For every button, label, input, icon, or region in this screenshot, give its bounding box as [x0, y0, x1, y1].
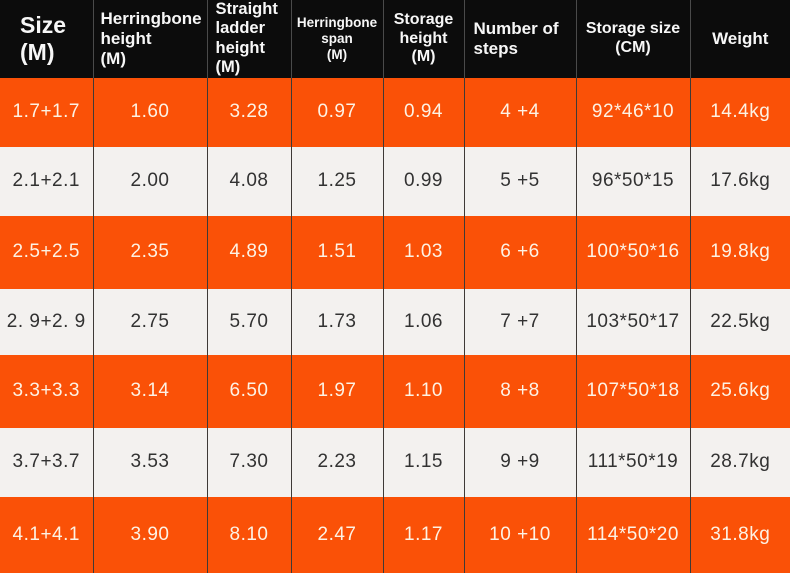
cell-storage-height: 1.17 [383, 496, 465, 573]
cell-number-of-steps: 9 +9 [464, 427, 577, 497]
cell-herringbone-height: 3.90 [93, 496, 208, 573]
cell-size: 3.7+3.7 [0, 427, 94, 497]
table-row: 2.1+2.1 2.00 4.08 1.25 0.99 5 +5 96*50*1… [0, 146, 790, 216]
cell-storage-size: 96*50*15 [576, 146, 691, 216]
cell-size: 3.3+3.3 [0, 354, 94, 428]
col-header-herringbone-span: Herringbone span (M) [291, 0, 384, 78]
cell-storage-height: 1.03 [383, 215, 465, 289]
cell-number-of-steps: 10 +10 [464, 496, 577, 573]
cell-straight-ladder-height: 4.89 [207, 215, 292, 289]
col-header-storage-height: Storage height (M) [383, 0, 465, 78]
cell-storage-height: 1.10 [383, 354, 465, 428]
cell-number-of-steps: 5 +5 [464, 146, 577, 216]
table-row: 3.3+3.3 3.14 6.50 1.97 1.10 8 +8 107*50*… [0, 354, 790, 428]
cell-weight: 14.4kg [690, 77, 790, 147]
cell-size: 2.5+2.5 [0, 215, 94, 289]
cell-straight-ladder-height: 6.50 [207, 354, 292, 428]
cell-herringbone-height: 3.14 [93, 354, 208, 428]
header-row: Size (M) Herringbone height (M) Straight… [0, 0, 790, 78]
cell-weight: 19.8kg [690, 215, 790, 289]
cell-size: 1.7+1.7 [0, 77, 94, 147]
cell-herringbone-height: 1.60 [93, 77, 208, 147]
cell-herringbone-span: 1.25 [291, 146, 384, 216]
cell-herringbone-span: 1.51 [291, 215, 384, 289]
cell-herringbone-span: 2.23 [291, 427, 384, 497]
col-header-herringbone-height: Herringbone height (M) [93, 0, 208, 78]
cell-number-of-steps: 6 +6 [464, 215, 577, 289]
cell-straight-ladder-height: 5.70 [207, 288, 292, 355]
cell-size: 4.1+4.1 [0, 496, 94, 573]
cell-weight: 22.5kg [690, 288, 790, 355]
cell-straight-ladder-height: 4.08 [207, 146, 292, 216]
cell-straight-ladder-height: 7.30 [207, 427, 292, 497]
cell-straight-ladder-height: 8.10 [207, 496, 292, 573]
table-row: 2.5+2.5 2.35 4.89 1.51 1.03 6 +6 100*50*… [0, 215, 790, 289]
table-row: 4.1+4.1 3.90 8.10 2.47 1.17 10 +10 114*5… [0, 496, 790, 573]
cell-number-of-steps: 8 +8 [464, 354, 577, 428]
cell-herringbone-height: 3.53 [93, 427, 208, 497]
cell-herringbone-height: 2.75 [93, 288, 208, 355]
cell-size: 2.1+2.1 [0, 146, 94, 216]
cell-herringbone-span: 0.97 [291, 77, 384, 147]
cell-storage-height: 0.94 [383, 77, 465, 147]
cell-storage-height: 0.99 [383, 146, 465, 216]
col-header-size: Size (M) [0, 0, 94, 78]
cell-storage-height: 1.15 [383, 427, 465, 497]
cell-storage-size: 114*50*20 [576, 496, 691, 573]
cell-number-of-steps: 4 +4 [464, 77, 577, 147]
table-row: 3.7+3.7 3.53 7.30 2.23 1.15 9 +9 111*50*… [0, 427, 790, 497]
cell-weight: 17.6kg [690, 146, 790, 216]
table-row: 1.7+1.7 1.60 3.28 0.97 0.94 4 +4 92*46*1… [0, 77, 790, 147]
table-row: 2. 9+2. 9 2.75 5.70 1.73 1.06 7 +7 103*5… [0, 288, 790, 355]
cell-storage-size: 107*50*18 [576, 354, 691, 428]
cell-storage-size: 92*46*10 [576, 77, 691, 147]
col-header-number-of-steps: Number of steps [464, 0, 577, 78]
cell-storage-size: 111*50*19 [576, 427, 691, 497]
cell-size: 2. 9+2. 9 [0, 288, 94, 355]
cell-weight: 25.6kg [690, 354, 790, 428]
cell-herringbone-span: 1.97 [291, 354, 384, 428]
cell-herringbone-span: 2.47 [291, 496, 384, 573]
cell-herringbone-height: 2.00 [93, 146, 208, 216]
cell-herringbone-height: 2.35 [93, 215, 208, 289]
cell-storage-height: 1.06 [383, 288, 465, 355]
cell-storage-size: 100*50*16 [576, 215, 691, 289]
cell-storage-size: 103*50*17 [576, 288, 691, 355]
col-header-weight: Weight [690, 0, 790, 78]
cell-straight-ladder-height: 3.28 [207, 77, 292, 147]
cell-weight: 31.8kg [690, 496, 790, 573]
col-header-straight-ladder-height: Straight ladder height (M) [207, 0, 292, 78]
cell-weight: 28.7kg [690, 427, 790, 497]
col-header-storage-size: Storage size (CM) [576, 0, 691, 78]
cell-number-of-steps: 7 +7 [464, 288, 577, 355]
cell-herringbone-span: 1.73 [291, 288, 384, 355]
